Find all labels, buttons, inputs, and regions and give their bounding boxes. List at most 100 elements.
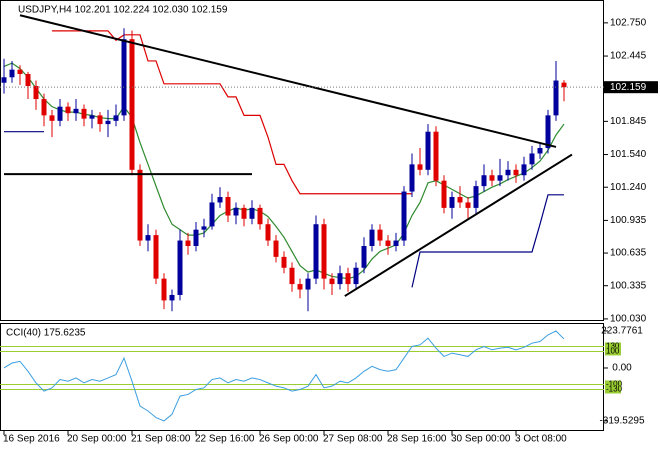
- candle-body: [297, 284, 303, 290]
- candle-body: [121, 39, 127, 116]
- candle-body: [449, 197, 455, 208]
- candle-body: [545, 115, 551, 149]
- candle-body: [521, 164, 527, 176]
- candle-body: [393, 240, 399, 246]
- candle-body: [49, 115, 55, 121]
- y-tick-label: 0.00: [612, 363, 632, 374]
- candle-body: [161, 278, 167, 301]
- candle-body: [425, 131, 431, 170]
- candle-body: [1, 77, 7, 83]
- candle-body: [441, 180, 447, 208]
- candle-body: [145, 235, 151, 241]
- candle-body: [377, 229, 383, 241]
- candle-body: [225, 197, 231, 216]
- x-tick-label: 3 Oct 08:00: [515, 434, 567, 445]
- x-tick-label: 20 Sep 00:00: [67, 434, 127, 445]
- candle-body: [209, 202, 215, 227]
- candle-body: [73, 108, 79, 114]
- candle-body: [553, 80, 559, 116]
- candle-body: [153, 235, 159, 279]
- candle-body: [337, 273, 343, 285]
- candle-body: [313, 224, 319, 279]
- candle-body: [457, 197, 463, 203]
- candle-body: [177, 240, 183, 295]
- candle-body: [513, 169, 519, 176]
- candle-body: [481, 175, 487, 187]
- candle-body: [409, 164, 415, 192]
- candle-body: [369, 229, 375, 246]
- y-tick-label: -319.5295: [599, 415, 644, 426]
- candle-body: [65, 106, 71, 114]
- candle-body: [57, 106, 63, 121]
- candle-body: [273, 240, 279, 257]
- candle-body: [433, 131, 439, 181]
- candle-body: [321, 224, 327, 279]
- indicator-line: [4, 131, 564, 288]
- candle-body: [89, 115, 95, 119]
- x-tick-label: 22 Sep 16:00: [195, 434, 255, 445]
- candle-body: [353, 267, 359, 285]
- candle-body: [385, 240, 391, 246]
- candle-body: [345, 273, 351, 285]
- candle-body: [401, 191, 407, 241]
- candle-body: [417, 164, 423, 170]
- candle-body: [473, 186, 479, 208]
- candle-body: [193, 229, 199, 246]
- y-tick-label: 100.335: [610, 280, 647, 291]
- x-tick-label: 21 Sep 08:00: [131, 434, 191, 445]
- candle-body: [233, 207, 239, 216]
- candle-body: [289, 267, 295, 285]
- candle-body: [185, 240, 191, 246]
- candle-body: [561, 82, 567, 88]
- candle-body: [81, 108, 87, 119]
- candle-body: [41, 99, 47, 116]
- level-label: -130: [606, 385, 623, 394]
- y-tick-label: 102.750: [610, 17, 647, 28]
- trendline: [344, 153, 573, 297]
- cci-title: CCI(40) 175.6235: [6, 328, 86, 339]
- candle-body: [137, 169, 143, 241]
- cci-panel: [0, 323, 604, 431]
- candle-body: [257, 207, 263, 225]
- y-tick-label: 100.935: [610, 215, 647, 226]
- x-tick-label: 27 Sep 08:00: [323, 434, 383, 445]
- candle-body: [169, 294, 175, 301]
- candle-body: [465, 202, 471, 208]
- x-tick-label: 26 Sep 00:00: [259, 434, 319, 445]
- candle-body: [329, 278, 335, 285]
- candle-body: [361, 245, 367, 268]
- candle-body: [241, 207, 247, 219]
- y-tick-label: 101.540: [610, 149, 647, 160]
- candle-body: [529, 153, 535, 165]
- candle-body: [17, 69, 23, 75]
- candle-body: [505, 169, 511, 176]
- indicator-line: [52, 30, 412, 195]
- candle-body: [97, 115, 103, 125]
- x-tick-label: 28 Sep 16:00: [387, 434, 447, 445]
- level-box: [605, 342, 621, 351]
- candle-body: [201, 226, 207, 230]
- candle-body: [305, 278, 311, 290]
- candle-body: [113, 115, 119, 121]
- level-label: -100: [606, 380, 623, 389]
- level-label: 100: [606, 347, 620, 356]
- chart-title: USDJPY,H4 102.201 102.224 102.030 102.15…: [18, 5, 228, 16]
- current-price-label: 102.159: [610, 82, 647, 93]
- candle-body: [129, 39, 135, 170]
- candle-body: [249, 207, 255, 219]
- indicator-line: [3, 62, 565, 280]
- level-label: 130: [606, 342, 620, 351]
- y-tick-label: 100.030: [610, 314, 647, 325]
- candle-body: [537, 148, 543, 154]
- candle-body: [105, 120, 111, 125]
- y-tick-label: 102.445: [610, 51, 647, 62]
- y-tick-label: 101.240: [610, 182, 647, 193]
- y-tick-label: 223.7761: [601, 326, 643, 337]
- y-tick-label: 101.845: [610, 116, 647, 127]
- candle-body: [33, 85, 39, 100]
- x-tick-label: 30 Sep 00:00: [451, 434, 511, 445]
- level-box: [605, 380, 621, 389]
- candle-body: [281, 256, 287, 268]
- candle-body: [489, 175, 495, 181]
- candle-body: [217, 197, 223, 203]
